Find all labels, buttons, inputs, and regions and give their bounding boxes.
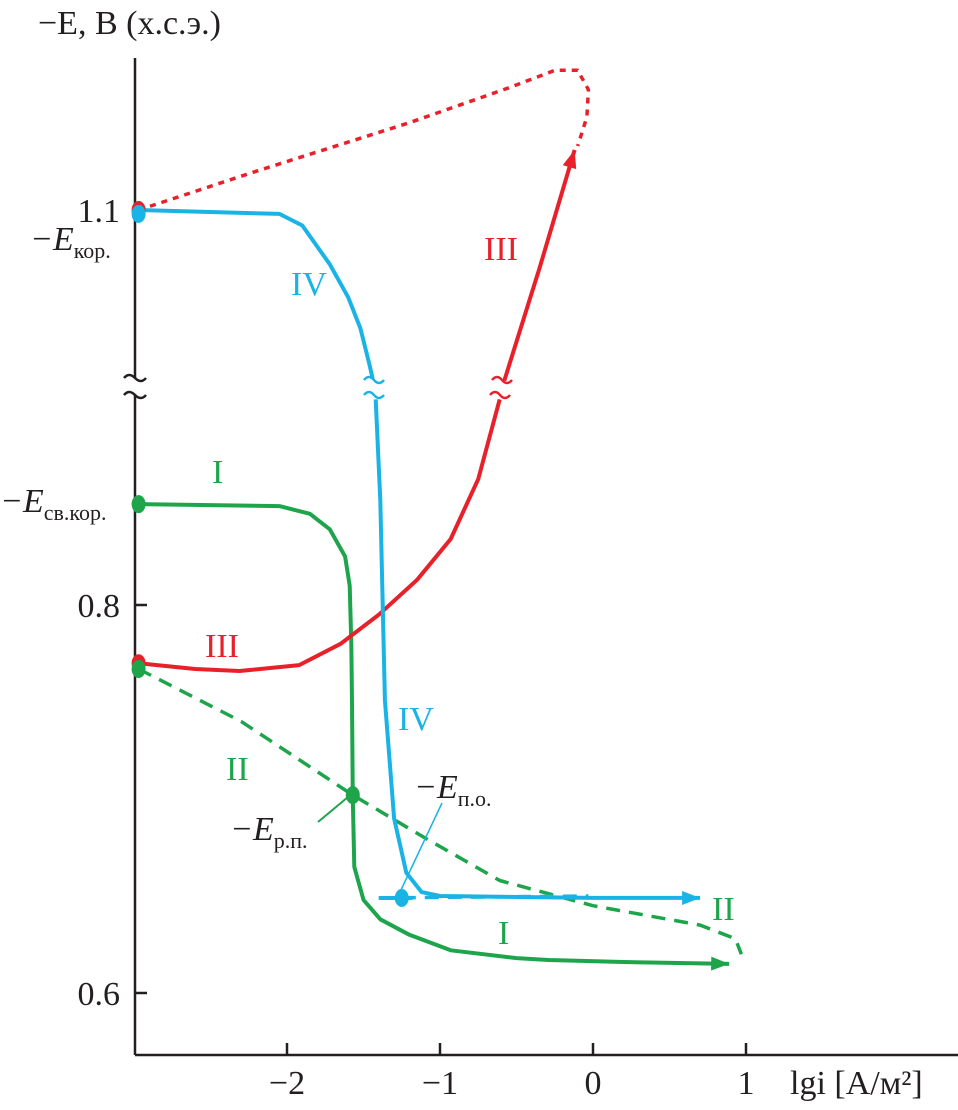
leader-e-po bbox=[400, 802, 443, 891]
axes bbox=[123, 58, 958, 1057]
x-axis-label: lgi [A/м²] bbox=[790, 1065, 923, 1102]
annotation-e-sv-kor: −Eсв.кор. bbox=[0, 483, 106, 525]
x-tick-label: 0 bbox=[585, 1065, 602, 1102]
curve-label-ii-left: II bbox=[226, 751, 249, 788]
annotation-e-rp: −Eр.п. bbox=[230, 811, 308, 853]
annotation-e-kor: −Eкор. bbox=[30, 221, 111, 263]
series-line-iv-dashed bbox=[378, 894, 589, 900]
x-tick-label: −1 bbox=[422, 1065, 458, 1102]
y-tick-label: 1.1 bbox=[78, 193, 121, 230]
curve-label-i-upper: I bbox=[212, 454, 223, 491]
series-line-iii bbox=[138, 149, 577, 673]
curve-iv-break-mark bbox=[363, 375, 385, 400]
x-tick-label: 1 bbox=[738, 1065, 755, 1102]
curve-label-iii-upper: III bbox=[484, 231, 518, 268]
curve-label-i-lower: I bbox=[498, 915, 509, 952]
curve-label-iii-lower: III bbox=[205, 628, 239, 665]
series-line-i bbox=[138, 502, 730, 966]
data-point-marker bbox=[394, 888, 409, 907]
series-line-iii-dashed-return bbox=[138, 68, 591, 212]
y-tick-label: 0.6 bbox=[78, 976, 121, 1013]
leader-e-rp bbox=[317, 796, 349, 823]
y-tick-label: 0.8 bbox=[78, 588, 121, 625]
markers bbox=[131, 201, 409, 907]
data-point-marker bbox=[131, 495, 146, 514]
y-axis-label: −E, B (х.с.э.) bbox=[38, 5, 221, 42]
ticks: −2 −1 0 1 1.1 0.8 0.6 bbox=[78, 193, 755, 1102]
arrowhead-i bbox=[711, 956, 730, 971]
series-line-ii bbox=[137, 667, 744, 955]
arrowhead-iii bbox=[562, 149, 577, 170]
data-point-marker bbox=[131, 660, 146, 679]
curve-label-iv-upper: IV bbox=[291, 266, 327, 303]
arrowhead-iv bbox=[682, 890, 701, 905]
curve-iii-break-mark bbox=[489, 375, 513, 400]
y-axis-break-mark bbox=[123, 373, 147, 400]
data-point-marker bbox=[345, 786, 360, 805]
series bbox=[137, 68, 744, 971]
curve-label-iv-lower: IV bbox=[398, 701, 434, 738]
annotation-e-po: −Eп.о. bbox=[414, 769, 492, 811]
data-point-marker bbox=[131, 204, 146, 223]
x-tick-label: −2 bbox=[269, 1065, 305, 1102]
curve-label-ii-right: II bbox=[712, 891, 735, 928]
